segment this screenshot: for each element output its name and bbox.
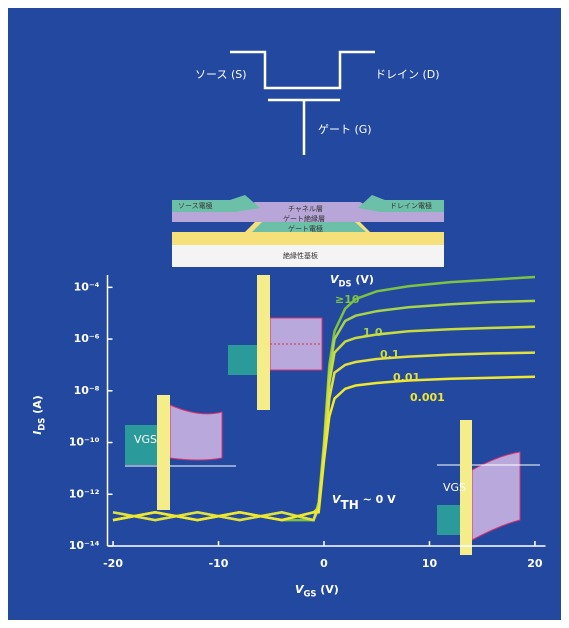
device-label: ドレイン電極 — [390, 201, 432, 210]
device-label: チャネル層 — [288, 205, 323, 213]
unit: (V) — [352, 273, 374, 286]
source-label: ソース (S) — [195, 68, 247, 81]
y-tick-label: 10⁻⁸ — [74, 384, 100, 397]
inset-label: VGS — [134, 433, 157, 446]
inset-metal — [437, 505, 460, 535]
unit: (A) — [31, 395, 44, 417]
rich-label: VDS (V) — [330, 273, 374, 288]
unit: (V) — [316, 583, 338, 596]
gate-label: ゲート (G) — [318, 123, 372, 136]
inset-label: VGS — [443, 481, 466, 494]
y-tick-label: 10⁻⁴ — [74, 280, 100, 293]
unit: ~ 0 V — [359, 493, 396, 506]
y-tick-label: 10⁻¹⁰ — [69, 436, 100, 449]
x-tick-label: 20 — [527, 557, 543, 570]
inset-metal — [228, 345, 257, 375]
subscript: DS — [36, 418, 46, 431]
inset-insulator — [257, 275, 270, 410]
subscript: TH — [341, 498, 359, 512]
subscript: GS — [304, 588, 317, 598]
rich-label: VGS (V) — [295, 583, 339, 598]
figure: ソース (S) ドレイン (D) ゲート (G) ソース電極 チャネル層 ドレイ… — [0, 0, 569, 628]
device-label: ゲート絶縁層 — [283, 214, 325, 223]
inset-band — [170, 405, 222, 460]
x-tick-label: -20 — [103, 557, 123, 570]
device-label: ゲート電極 — [288, 224, 323, 233]
device-label: 絶縁性基板 — [283, 251, 318, 260]
series-label: ≥10 — [335, 293, 360, 306]
y-tick-label: 10⁻⁶ — [74, 332, 100, 345]
series-label: 0.001 — [410, 391, 445, 404]
drain-label: ドレイン (D) — [375, 68, 440, 81]
y-tick-label: 10⁻¹⁴ — [69, 539, 100, 552]
x-tick-label: 0 — [320, 557, 328, 570]
page: ソース (S) ドレイン (D) ゲート (G) ソース電極 チャネル層 ドレイ… — [0, 0, 569, 628]
y-tick-label: 10⁻¹² — [69, 487, 100, 500]
subscript: DS — [339, 278, 352, 288]
inset-insulator — [157, 395, 170, 510]
x-tick-label: -10 — [209, 557, 229, 570]
x-tick-label: 10 — [422, 557, 438, 570]
device-label: ソース電極 — [178, 201, 213, 210]
